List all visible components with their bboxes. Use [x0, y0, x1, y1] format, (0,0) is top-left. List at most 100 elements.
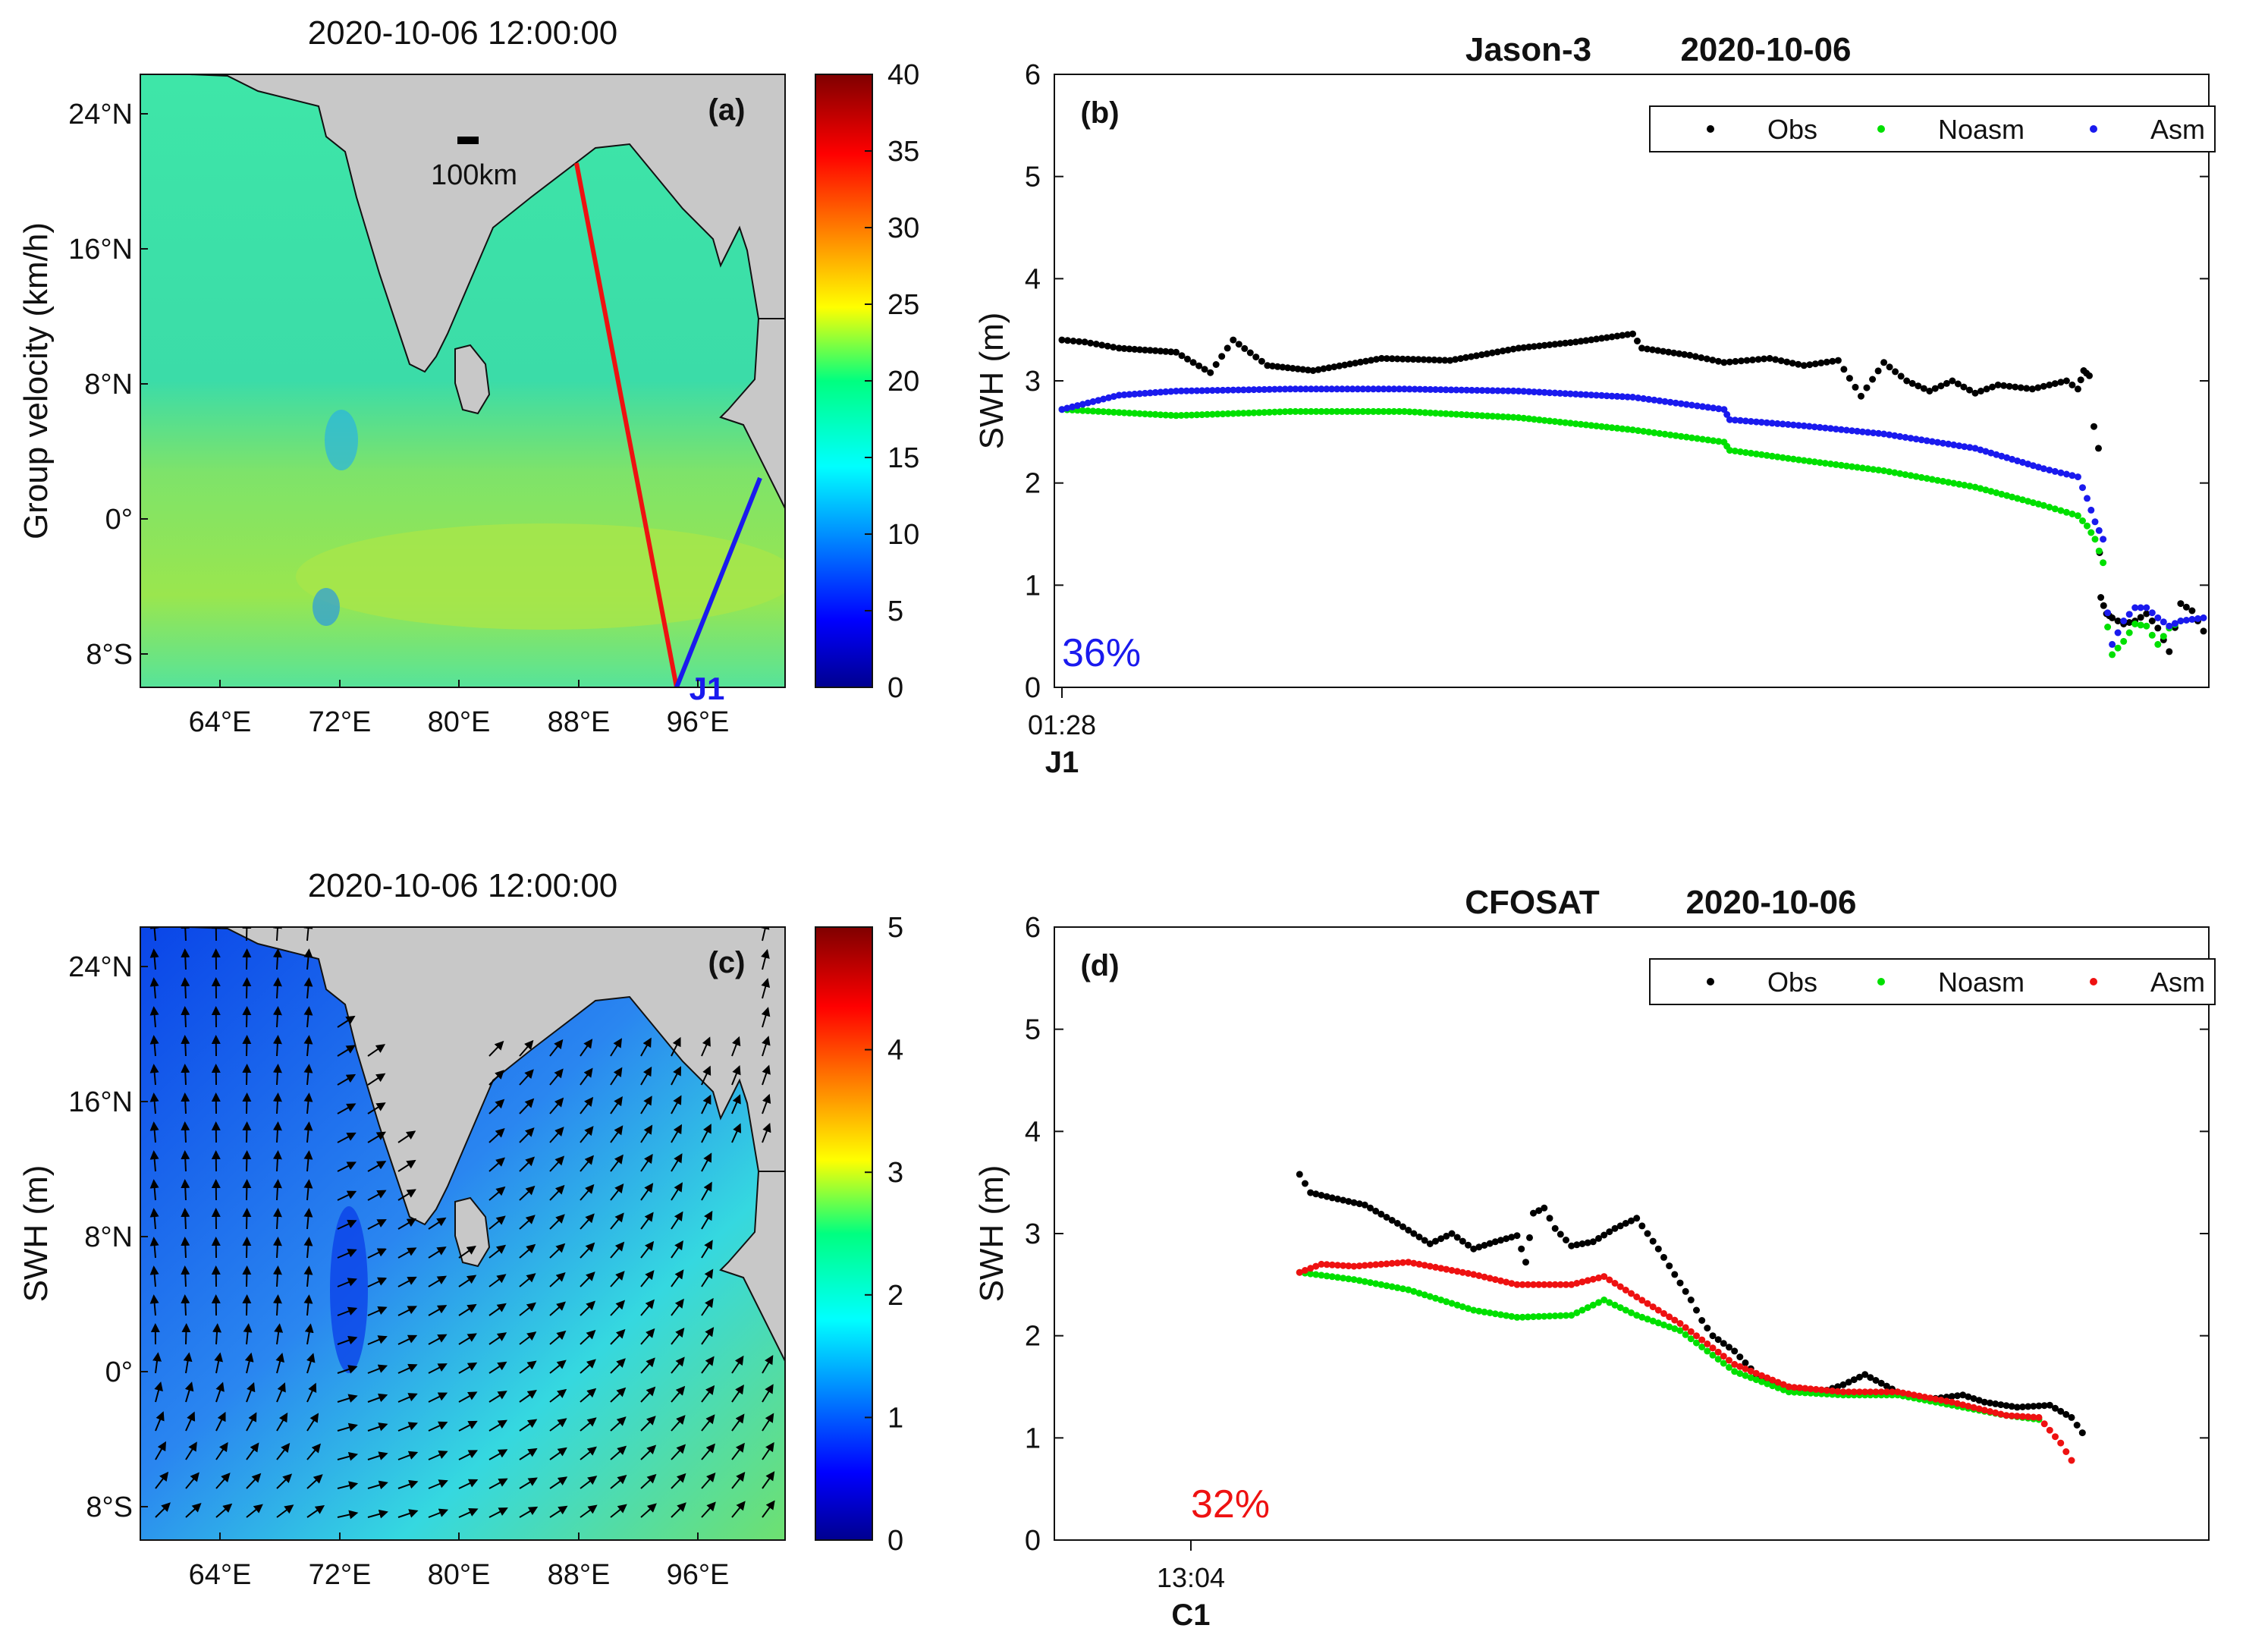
- wave-arrow: [367, 1393, 388, 1403]
- wave-arrow: [458, 1333, 477, 1345]
- point-asm: [1661, 398, 1669, 405]
- wave-arrow: [458, 1362, 478, 1374]
- point-obs: [2003, 1402, 2010, 1410]
- lon-tick-label: 88°E: [548, 706, 611, 738]
- point-asm: [1666, 1313, 1673, 1321]
- point-noasm: [1666, 1323, 1673, 1331]
- point-asm: [1415, 1260, 1423, 1268]
- point-obs: [1557, 1231, 1564, 1238]
- point-asm: [1704, 1340, 1711, 1347]
- wave-arrow: [671, 1036, 681, 1057]
- point-obs: [1872, 1377, 1880, 1384]
- point-obs: [2034, 384, 2042, 391]
- point-noasm: [1349, 407, 1356, 415]
- point-noasm: [1677, 432, 1685, 440]
- point-obs: [1861, 1371, 1869, 1378]
- point-obs: [1829, 357, 1836, 365]
- point-asm: [1468, 386, 1475, 394]
- wave-arrow: [276, 1382, 286, 1403]
- point-noasm: [1230, 410, 1237, 417]
- wave-arrow: [272, 1064, 282, 1086]
- point-obs: [1687, 1297, 1695, 1303]
- point-obs: [1383, 1214, 1390, 1221]
- wave-arrow: [671, 1095, 682, 1114]
- point-noasm: [1593, 423, 1600, 429]
- point-asm: [2182, 617, 2190, 624]
- point-asm: [1633, 1294, 1641, 1300]
- point-obs: [1736, 1353, 1744, 1361]
- point-obs: [1608, 333, 1616, 341]
- point-noasm: [1519, 1313, 1526, 1321]
- point-noasm: [1795, 456, 1802, 464]
- colorbar-tick-label: 40: [887, 59, 919, 91]
- point-asm: [1541, 1281, 1548, 1288]
- point-noasm: [1120, 409, 1128, 417]
- point-asm: [1535, 1281, 1543, 1288]
- point-asm: [2154, 614, 2162, 621]
- wave-arrow: [397, 1306, 417, 1316]
- point-asm: [1687, 1328, 1695, 1335]
- point-obs: [1497, 1237, 1504, 1244]
- point-asm: [2104, 609, 2112, 617]
- point-obs: [1064, 337, 1071, 344]
- point-asm: [1385, 385, 1393, 393]
- point-noasm: [1982, 486, 1990, 494]
- point-noasm: [1453, 410, 1460, 418]
- point-asm: [1074, 402, 1081, 410]
- wave-arrow: [488, 1040, 504, 1057]
- point-noasm: [1747, 449, 1754, 457]
- point-noasm: [2125, 629, 2133, 637]
- lon-tick-label: 88°E: [548, 1559, 611, 1591]
- point-asm: [1899, 1389, 1907, 1397]
- panel-a-track-label: J1: [690, 671, 725, 706]
- point-obs: [1355, 1200, 1363, 1208]
- point-noasm: [1432, 410, 1439, 417]
- point-asm: [1374, 385, 1382, 393]
- point-noasm: [1541, 417, 1548, 424]
- point-noasm: [1918, 473, 1925, 481]
- wave-arrow: [762, 1413, 774, 1432]
- point-obs: [1513, 1232, 1521, 1240]
- point-obs: [1309, 367, 1317, 374]
- point-noasm: [1219, 410, 1227, 418]
- wave-arrow: [155, 1502, 171, 1518]
- point-asm: [2069, 472, 2076, 479]
- point-obs: [1682, 1287, 1689, 1295]
- point-asm: [2035, 1413, 2043, 1421]
- panel-d-x-tick: 13:04 C1: [1157, 1540, 1225, 1632]
- point-obs: [1383, 355, 1390, 363]
- point-asm: [2084, 495, 2091, 502]
- point-noasm: [1416, 409, 1424, 416]
- point-asm: [1768, 420, 1776, 427]
- panel-c-lon-ticks: 64°E 72°E 80°E 88°E 96°E: [189, 1532, 729, 1591]
- point-asm: [1224, 386, 1232, 394]
- point-asm: [2014, 457, 2021, 464]
- wave-arrow: [580, 1155, 594, 1172]
- point-asm: [1856, 1388, 1863, 1396]
- point-asm: [1177, 387, 1185, 394]
- wave-arrow: [149, 1265, 159, 1287]
- point-noasm: [1774, 1384, 1782, 1391]
- point-asm: [1714, 1348, 1722, 1356]
- colorbar-tick-label: 30: [887, 212, 919, 244]
- point-asm: [1821, 424, 1829, 432]
- point-noasm: [1318, 407, 1325, 415]
- point-noasm: [1998, 490, 2006, 498]
- point-noasm: [1720, 1360, 1727, 1367]
- point-obs: [2177, 600, 2185, 608]
- wave-arrow: [762, 1064, 771, 1086]
- wave-arrow: [488, 1128, 505, 1143]
- point-noasm: [1354, 407, 1362, 415]
- wave-arrow: [304, 1323, 314, 1345]
- wave-arrow: [488, 1274, 507, 1287]
- point-asm: [2025, 1413, 2032, 1420]
- point-obs: [1856, 1373, 1863, 1381]
- panel-d-legend: Obs Noasm Asm: [1649, 958, 2216, 1005]
- point-obs: [1603, 334, 1610, 341]
- lat-tick-label: 16°N: [68, 1086, 133, 1118]
- point-noasm: [2114, 644, 2122, 652]
- point-obs: [1546, 341, 1553, 348]
- point-asm: [1811, 423, 1818, 431]
- wave-arrow: [701, 1268, 714, 1287]
